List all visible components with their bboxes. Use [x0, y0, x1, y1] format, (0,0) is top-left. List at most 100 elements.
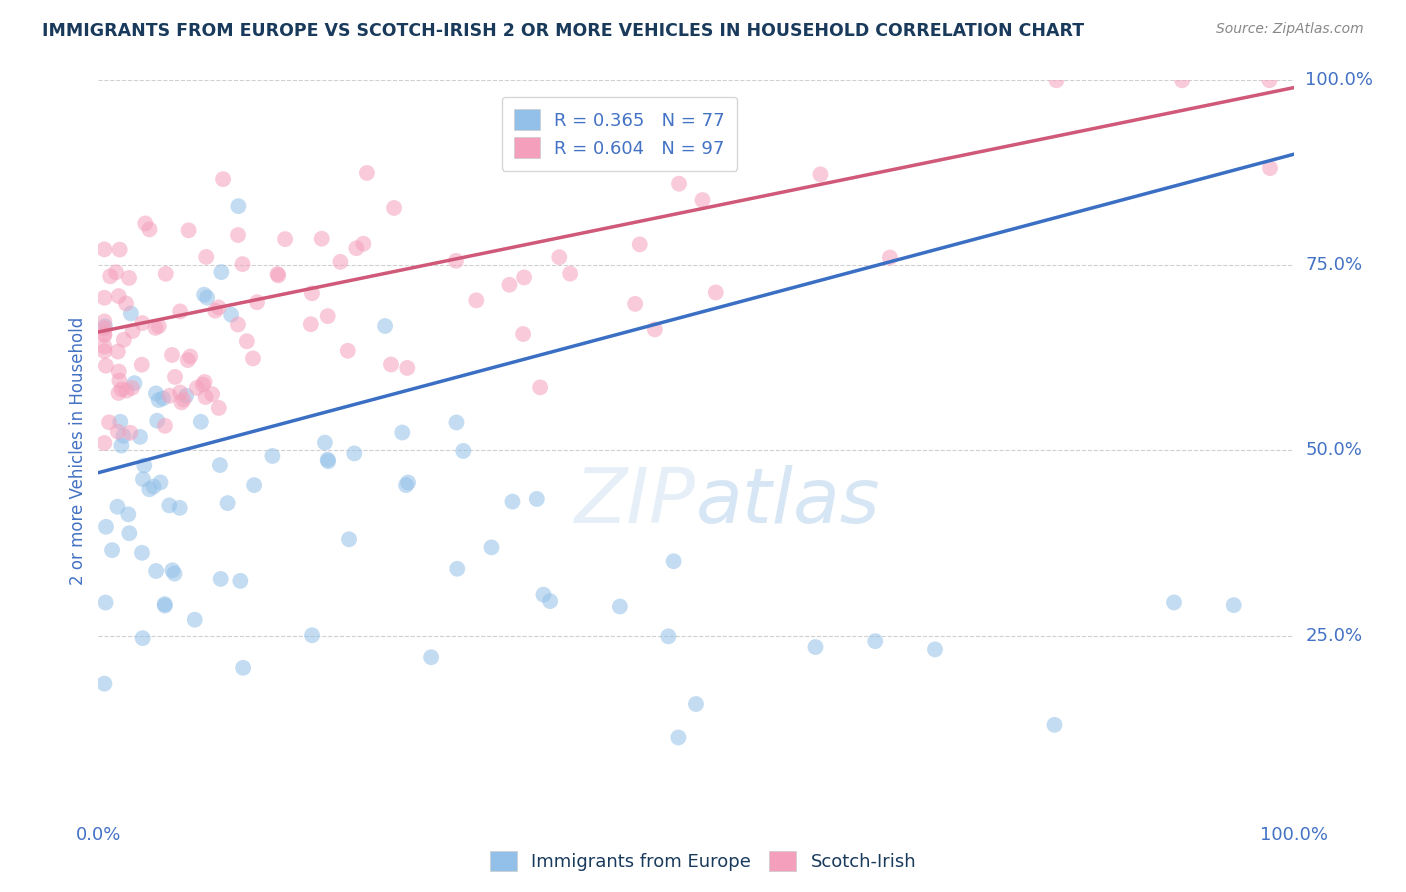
Point	[107, 500, 129, 514]
Text: 100.0%: 100.0%	[1306, 71, 1374, 89]
Point	[209, 265, 232, 279]
Point	[810, 167, 832, 181]
Point	[311, 232, 333, 246]
Point	[207, 301, 229, 315]
Point	[131, 546, 153, 560]
Point	[110, 439, 132, 453]
Point	[98, 269, 121, 284]
Point	[118, 526, 141, 541]
Point	[98, 415, 121, 429]
Point	[145, 321, 167, 335]
Point	[108, 374, 131, 388]
Point	[177, 223, 200, 237]
Point	[120, 425, 142, 440]
Point	[107, 386, 129, 401]
Point	[628, 237, 651, 252]
Point	[112, 333, 135, 347]
Point	[162, 563, 184, 577]
Point	[184, 613, 207, 627]
Text: 50.0%: 50.0%	[1306, 442, 1362, 459]
Point	[232, 661, 254, 675]
Point	[382, 201, 405, 215]
Point	[152, 392, 174, 406]
Point	[94, 520, 117, 534]
Point	[380, 358, 402, 372]
Point	[668, 177, 690, 191]
Point	[93, 243, 115, 257]
Point	[391, 425, 413, 440]
Point	[1258, 161, 1281, 175]
Point	[112, 429, 135, 443]
Point	[481, 541, 503, 555]
Point	[644, 322, 666, 336]
Point	[1171, 73, 1194, 87]
Point	[93, 339, 115, 353]
Point	[118, 271, 141, 285]
Text: 75.0%: 75.0%	[1306, 256, 1362, 275]
Point	[242, 351, 264, 366]
Y-axis label: 2 or more Vehicles in Household: 2 or more Vehicles in Household	[69, 317, 87, 584]
Point	[301, 286, 323, 301]
Point	[229, 574, 252, 588]
Point	[209, 572, 232, 586]
Point	[352, 236, 374, 251]
Point	[145, 564, 167, 578]
Point	[93, 328, 115, 343]
Point	[804, 640, 827, 654]
Point	[1223, 598, 1246, 612]
Point	[169, 385, 191, 400]
Point	[453, 444, 475, 458]
Point	[879, 251, 901, 265]
Point	[93, 326, 115, 341]
Point	[111, 382, 134, 396]
Point	[93, 291, 115, 305]
Legend: Immigrants from Europe, Scotch-Irish: Immigrants from Europe, Scotch-Irish	[482, 844, 924, 879]
Point	[446, 416, 468, 430]
Point	[163, 370, 186, 384]
Point	[465, 293, 488, 308]
Point	[173, 392, 195, 407]
Point	[195, 250, 218, 264]
Point	[153, 599, 176, 613]
Point	[243, 478, 266, 492]
Point	[153, 597, 176, 611]
Point	[1163, 595, 1185, 609]
Point	[107, 344, 129, 359]
Point	[191, 377, 214, 392]
Point	[374, 318, 396, 333]
Point	[159, 389, 181, 403]
Point	[131, 358, 153, 372]
Point	[1258, 73, 1281, 87]
Point	[134, 458, 156, 473]
Point	[685, 697, 707, 711]
Point	[538, 594, 561, 608]
Point	[267, 268, 290, 283]
Point	[299, 317, 322, 331]
Point	[148, 319, 170, 334]
Point	[93, 344, 115, 359]
Point	[501, 494, 523, 508]
Text: ZIP: ZIP	[575, 466, 696, 540]
Point	[336, 343, 359, 358]
Point	[262, 449, 284, 463]
Point	[148, 393, 170, 408]
Point	[865, 634, 887, 648]
Point	[170, 395, 193, 409]
Point	[444, 253, 467, 268]
Point	[179, 350, 201, 364]
Point	[121, 324, 143, 338]
Point	[316, 309, 339, 323]
Point	[131, 631, 153, 645]
Point	[131, 316, 153, 330]
Point	[107, 365, 129, 379]
Point	[186, 381, 208, 395]
Point	[142, 479, 165, 493]
Text: IMMIGRANTS FROM EUROPE VS SCOTCH-IRISH 2 OR MORE VEHICLES IN HOUSEHOLD CORRELATI: IMMIGRANTS FROM EUROPE VS SCOTCH-IRISH 2…	[42, 22, 1084, 40]
Point	[124, 376, 146, 391]
Point	[108, 243, 131, 257]
Point	[1045, 73, 1067, 87]
Point	[94, 319, 117, 334]
Point	[266, 267, 288, 281]
Point	[129, 430, 152, 444]
Point	[498, 277, 520, 292]
